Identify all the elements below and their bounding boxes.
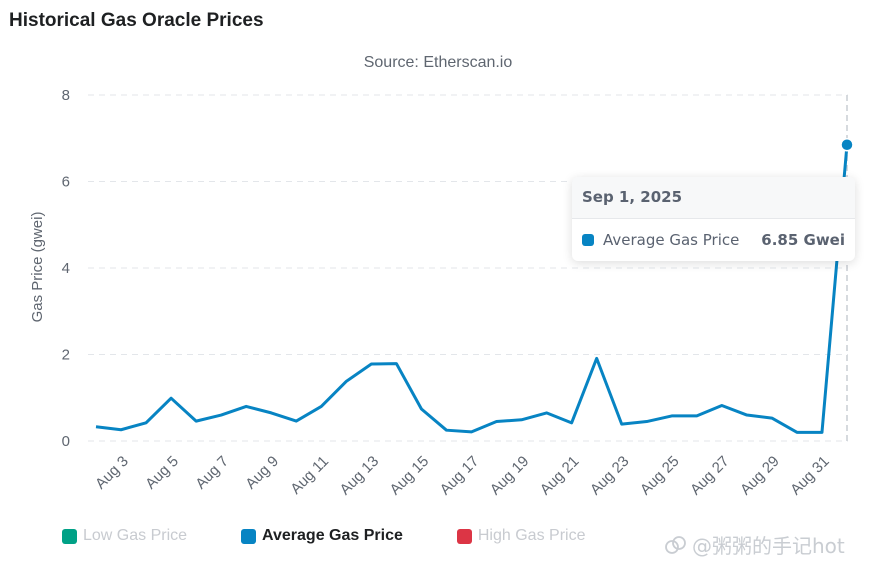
x-tick-label: Aug 11 (287, 453, 332, 498)
x-tick-label: Aug 7 (192, 453, 232, 493)
y-tick-label: 4 (62, 260, 70, 277)
chart-grid (88, 94, 848, 442)
y-axis: 0 2 4 6 8 (62, 87, 70, 450)
legend-label-average: Average Gas Price (262, 527, 403, 544)
y-axis-label: Gas Price (gwei) (29, 212, 46, 323)
tooltip-row: Average Gas Price 6.85 Gwei (572, 219, 855, 261)
x-tick-label: Aug 31 (787, 453, 833, 499)
legend-item-average-gas-price[interactable]: Average Gas Price (241, 527, 403, 545)
y-tick-label: 8 (62, 87, 70, 104)
x-tick-label: Aug 9 (242, 453, 282, 493)
x-tick-label: Aug 29 (737, 453, 783, 499)
tooltip-series-name: Average Gas Price (603, 231, 740, 249)
x-axis: Aug 3 Aug 5 Aug 7 Aug 9 Aug 11 Aug 13 Aug 15 Au… (92, 453, 833, 499)
watermark-logo-icon (665, 535, 686, 554)
legend-label-high: High Gas Price (477, 527, 586, 544)
hover-point-marker (840, 137, 854, 152)
x-tick-label: Aug 25 (637, 453, 683, 499)
x-tick-label: Aug 15 (387, 453, 433, 499)
series-line-average-gas-price (95, 144, 849, 434)
y-tick-label: 6 (62, 174, 70, 191)
legend-item-low-gas-price[interactable]: Low Gas Price (62, 527, 187, 545)
x-tick-label: Aug 5 (142, 453, 182, 493)
x-tick-label: Aug 21 (537, 453, 583, 499)
tooltip-value: 6.85 Gwei (761, 231, 845, 249)
chart-card-title: Historical Gas Oracle Prices (9, 10, 264, 31)
legend-label-low: Low Gas Price (83, 527, 188, 544)
x-tick-label: Aug 19 (487, 453, 533, 499)
chart-legend: Low Gas Price Average Gas Price High Gas… (62, 527, 639, 545)
x-tick-label: Aug 17 (437, 453, 483, 499)
chart-series (95, 137, 854, 434)
legend-swatch-high (456, 528, 472, 544)
x-tick-label: Aug 13 (337, 453, 383, 499)
watermark: @粥粥的手记hot (664, 530, 845, 559)
legend-swatch-low (62, 528, 77, 544)
x-tick-label: Aug 3 (92, 453, 132, 493)
x-tick-label: Aug 27 (687, 453, 733, 499)
y-tick-label: 2 (62, 347, 70, 364)
legend-item-high-gas-price[interactable]: High Gas Price (456, 527, 586, 545)
y-tick-label: 0 (62, 433, 70, 450)
chart-subtitle: Source: Etherscan.io (364, 54, 513, 71)
chart-tooltip: Sep 1, 2025 Average Gas Price 6.85 Gwei (572, 177, 855, 261)
watermark-text: @粥粥的手记hot (692, 534, 845, 558)
legend-swatch-average (241, 528, 257, 544)
x-tick-label: Aug 23 (587, 453, 633, 499)
tooltip-date: Sep 1, 2025 (572, 177, 855, 219)
tooltip-series-swatch (582, 234, 594, 246)
